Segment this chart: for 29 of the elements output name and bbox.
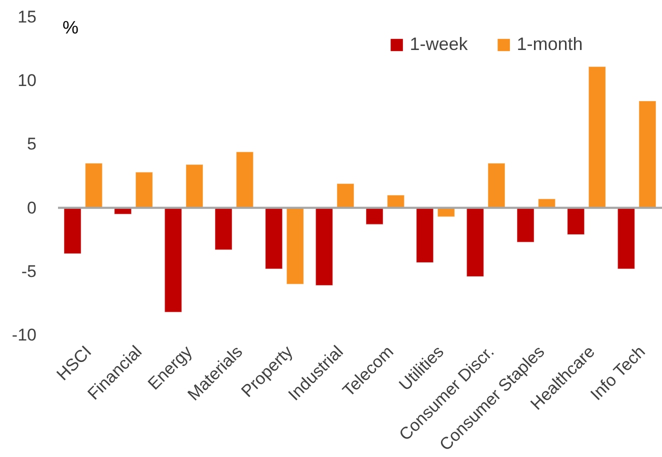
bar [588,66,606,208]
y-tick-label: 15 [18,8,36,26]
bar [416,207,434,263]
bar [236,151,254,208]
bar [64,207,82,254]
legend-label: 1-week [410,34,469,54]
legend-label: 1-month [516,34,583,54]
bar [315,207,334,286]
bar [336,183,354,208]
bar [566,207,585,235]
bar [617,207,636,270]
bar [466,207,484,277]
bar [638,100,656,208]
y-axis-title: % [62,18,79,38]
y-tick-label: 5 [27,134,36,154]
bar [286,207,304,285]
bar [84,162,103,208]
bar [264,207,283,270]
bar [488,162,506,208]
bar [186,164,204,208]
bar [164,207,182,313]
bar [214,207,232,250]
bar [135,172,154,208]
y-tick-label: -5 [21,262,36,281]
bar [366,207,384,225]
y-tick-label: 10 [18,71,36,90]
bar [516,207,534,243]
y-tick-label: 0 [27,198,36,218]
y-tick-label: -10 [12,326,36,344]
